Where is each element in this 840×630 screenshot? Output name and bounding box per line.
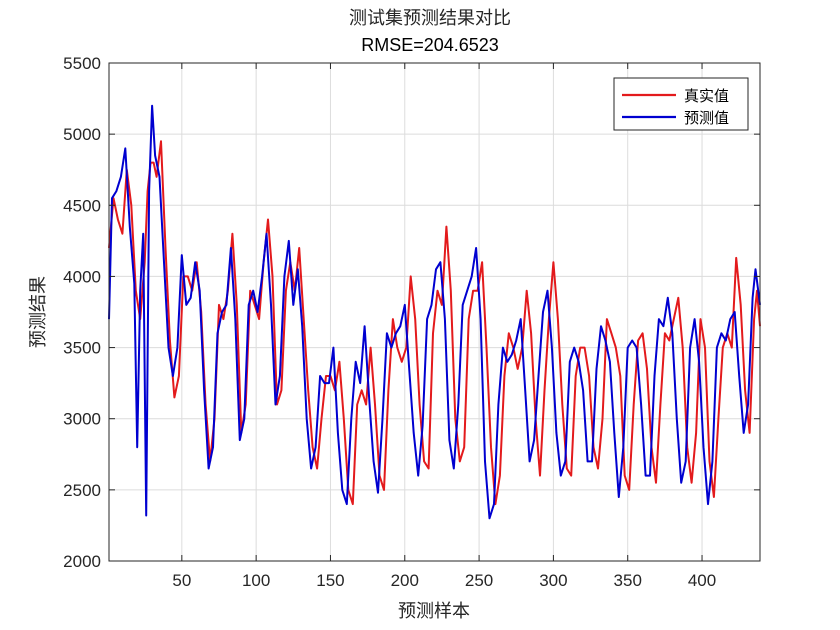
y-tick-label: 2500: [63, 481, 101, 500]
series-lines: [108, 104, 761, 520]
legend-box: [613, 77, 749, 131]
series-line-pred: [108, 104, 761, 520]
y-tick-label: 4500: [63, 196, 101, 215]
x-tick-label: 200: [391, 571, 419, 590]
x-tick-label: 400: [688, 571, 716, 590]
chart-title: 测试集预测结果对比: [349, 8, 511, 29]
x-axis-label: 预测样本: [398, 601, 470, 622]
y-axis-label: 预测结果: [28, 276, 49, 348]
y-tick-label: 5500: [63, 54, 101, 73]
y-tick-label: 2000: [63, 552, 101, 571]
legend-label-true: 真实值: [684, 87, 729, 105]
legend-label-pred: 预测值: [684, 109, 729, 127]
y-tick-label: 5000: [63, 125, 101, 144]
legend: 真实值 预测值: [613, 77, 749, 131]
x-tick-label: 250: [465, 571, 493, 590]
ticks: 50 100 150 200 250 300 350 400 2000 2500 3000 3500 4…: [63, 54, 760, 590]
plot-frame: [108, 62, 761, 562]
y-tick-label: 3500: [63, 339, 101, 358]
y-tick-label: 3000: [63, 410, 101, 429]
x-tick-label: 50: [172, 571, 191, 590]
x-tick-label: 100: [242, 571, 270, 590]
x-tick-label: 150: [316, 571, 344, 590]
x-tick-label: 300: [539, 571, 567, 590]
x-tick-label: 350: [614, 571, 642, 590]
y-tick-label: 4000: [63, 267, 101, 286]
chart-subtitle: RMSE=204.6523: [361, 35, 499, 55]
